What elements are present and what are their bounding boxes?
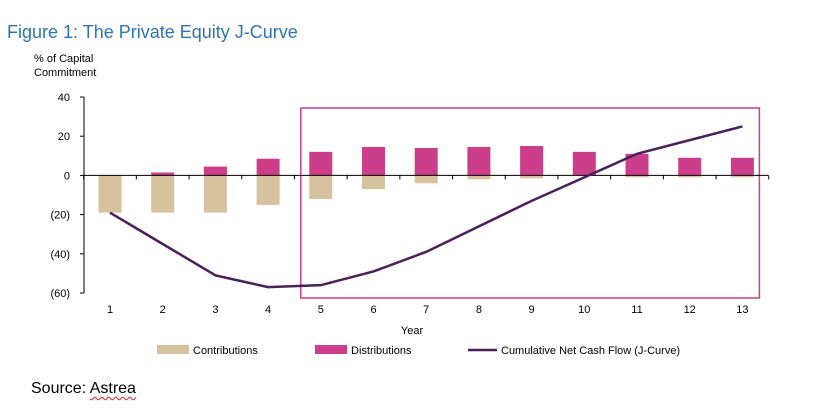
x-axis-title: Year [401,325,424,337]
x-tick-label: 1 [107,304,113,316]
distribution-bar [730,157,754,176]
x-tick-label: 13 [736,304,748,316]
source-name: Astrea [89,380,136,397]
legend-label: Cumulative Net Cash Flow (J-Curve) [501,345,680,357]
source-prefix: Source: [31,380,90,397]
highlight-box [300,107,761,299]
distribution-bar [203,166,227,176]
x-tick-label: 9 [529,304,535,316]
x-tick-label: 4 [265,304,271,316]
x-tick-label: 3 [212,304,218,316]
j-curve-line [109,125,743,289]
x-tick-label: 2 [160,304,166,316]
y-tick-label: 20 [58,131,70,143]
contribution-bar [467,175,491,180]
distribution-bar [362,146,385,176]
x-tick-label: 10 [578,304,590,316]
legend-label: Contributions [193,345,258,357]
contribution-bar [151,175,175,213]
y-tick-label: 0 [64,170,70,182]
y-tick-label: (20) [50,210,70,222]
y-axis-label-line-1: % of Capital [34,53,93,65]
distribution-bar [151,172,175,176]
y-tick-label: 40 [58,92,70,104]
distribution-bar [414,147,438,176]
x-tick-label: 12 [684,304,696,316]
legend-swatch [157,345,189,354]
contribution-bar [98,175,122,213]
distribution-bar [256,158,280,176]
y-tick-label: (60) [50,288,70,300]
contribution-bar [203,175,227,213]
distribution-bar [520,146,544,176]
x-tick-label: 6 [370,304,376,316]
y-axis-label-line-2: Commitment [34,67,96,79]
contribution-bar [362,175,385,190]
source-note: Source: Astrea [31,380,136,398]
contribution-bar [625,175,649,178]
figure-title: Figure 1: The Private Equity J-Curve [7,22,298,42]
contribution-bar [414,175,438,184]
x-tick-label: 8 [476,304,482,316]
legend-label: Distributions [351,345,412,357]
distribution-bar [572,151,596,176]
contribution-bar [520,175,544,179]
distribution-bar [309,151,333,176]
distribution-bar [678,157,702,176]
legend-swatch [315,345,347,354]
contribution-bar [678,175,702,178]
contribution-bar [256,175,280,205]
y-tick-label: (40) [50,249,70,261]
x-tick-label: 7 [423,304,429,316]
distribution-bar [467,146,491,176]
x-tick-label: 5 [318,304,324,316]
contribution-bar [730,175,754,178]
distribution-bar [625,153,649,176]
contribution-bar [309,175,333,199]
x-tick-label: 11 [631,304,642,316]
